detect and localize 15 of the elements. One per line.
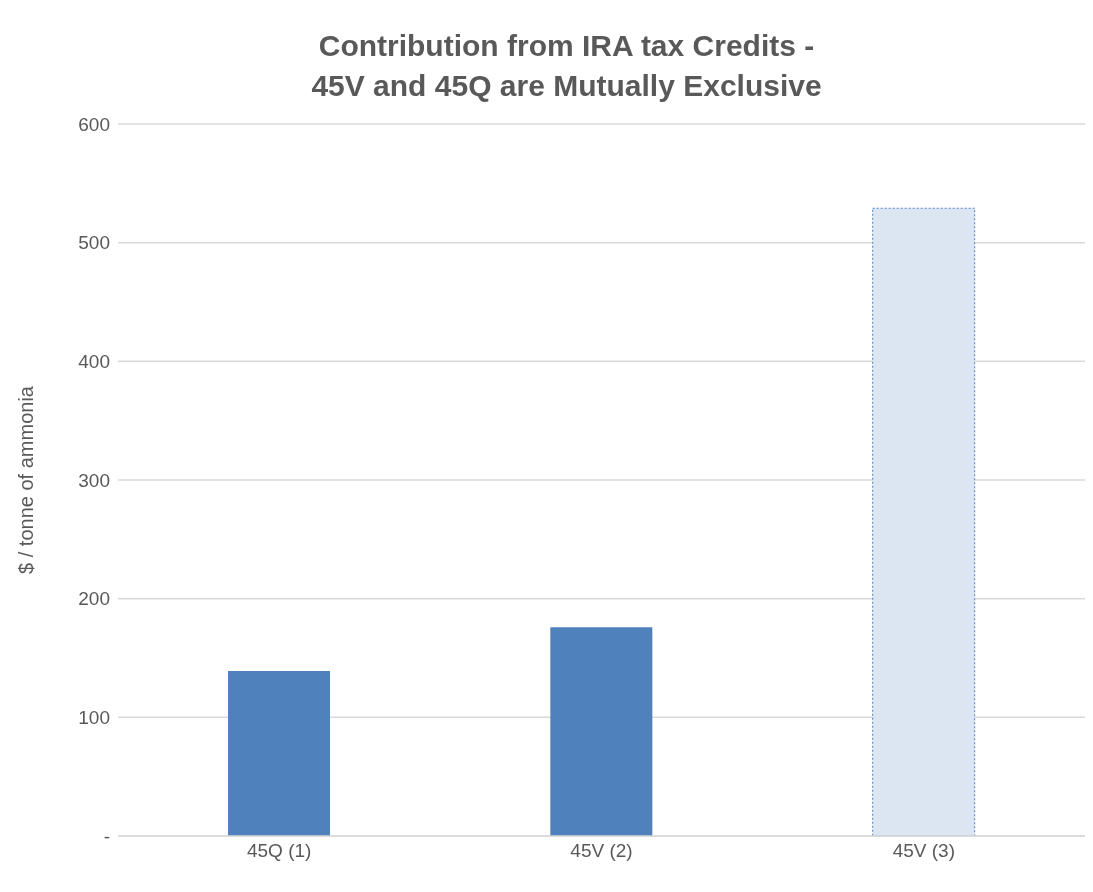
y-tick-label: 400 bbox=[78, 351, 110, 373]
y-tick-label: 100 bbox=[78, 707, 110, 729]
x-tick-label: 45V (3) bbox=[892, 840, 955, 862]
x-tick-label: 45V (2) bbox=[570, 840, 633, 862]
y-tick-label: 300 bbox=[78, 469, 110, 491]
y-tick-label: 200 bbox=[78, 588, 110, 610]
y-axis-title: $ / tonne of ammonia bbox=[15, 385, 38, 574]
bar bbox=[872, 207, 976, 836]
y-tick-label: 500 bbox=[78, 232, 110, 254]
bar bbox=[228, 671, 330, 836]
bar bbox=[550, 627, 653, 836]
x-tick-label: 45Q (1) bbox=[246, 840, 312, 862]
y-tick-label: 600 bbox=[78, 113, 110, 135]
y-tick-label: - bbox=[103, 825, 110, 847]
chart-title: Contribution from IRA tax Credits - 45V and 45Q are Mutually Exclusive bbox=[311, 29, 822, 102]
